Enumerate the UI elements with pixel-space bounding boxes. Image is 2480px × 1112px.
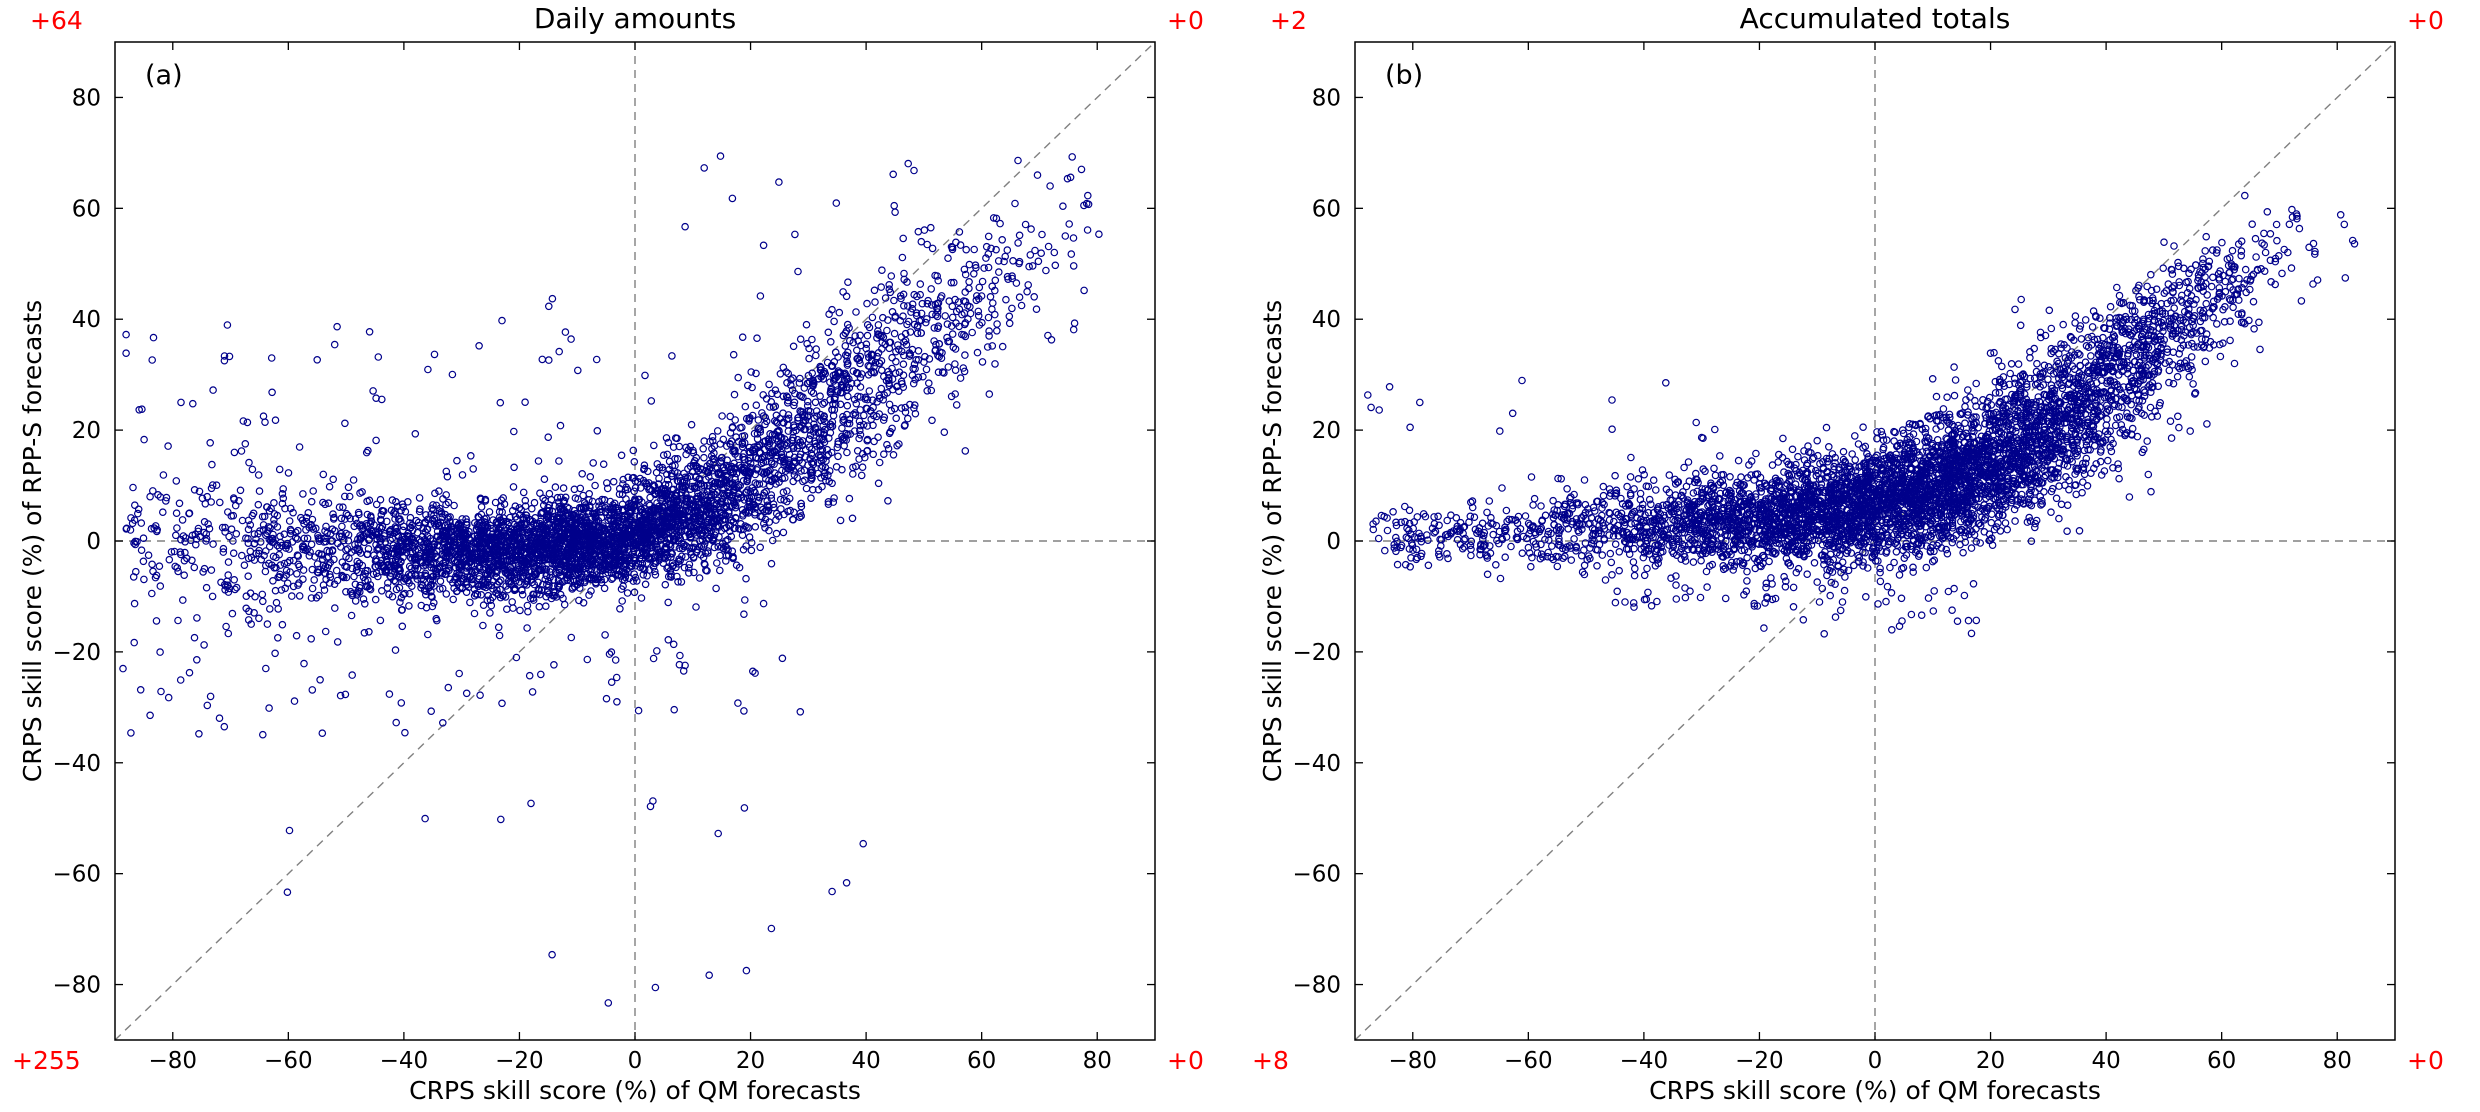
offscreen-count-bottom-left: +8: [1252, 1046, 1289, 1075]
tick-labels: −80 −60 −40 −20 0 20 40 60 80−80−60−40−200204060…: [1292, 85, 2351, 1074]
offscreen-count-top-right: +0: [2407, 6, 2444, 35]
axis-ticks: [1355, 42, 2395, 1040]
svg-text:20: 20: [72, 418, 101, 444]
offscreen-count-top-right: +0: [1167, 6, 1204, 35]
plot-area: −80 −60 −40 −20 0 20 40 60 80 −80 −60 −40 −20 0 20 40 60…: [52, 41, 1156, 1074]
svg-text:−80: −80: [149, 1048, 198, 1074]
svg-text:20: 20: [736, 1048, 765, 1074]
offscreen-count-top-left: +2: [1270, 6, 1307, 35]
scatter-points: [1364, 191, 2359, 638]
chart-title: Accumulated totals: [1739, 2, 2011, 35]
scatter-plot: −80 −60 −40 −20 0 20 40 60 80 −80 −60 −40 −20 0 20 40 60…: [52, 41, 1156, 1074]
svg-text:60: 60: [967, 1048, 996, 1074]
svg-text:−20: −20: [495, 1048, 544, 1074]
svg-text:60: 60: [72, 196, 101, 222]
svg-text:−60: −60: [52, 862, 101, 888]
tick-labels: −80 −60 −40 −20 0 20 40 60 80 −80 −60 −40 −20 0 20 40 60…: [52, 85, 1111, 1074]
scatter-plot: −80 −60 −40 −20 0 20 40 60 80−80−60−40−200204060…: [1292, 41, 2396, 1074]
offscreen-count-top-left: +64: [30, 6, 83, 35]
scatter-points: [119, 152, 1103, 1007]
svg-text:80: 80: [72, 85, 101, 111]
offscreen-count-bottom-left: +255: [12, 1046, 81, 1075]
chart-title: Daily amounts: [533, 2, 737, 35]
axis-ticks: [115, 42, 1155, 1040]
plot-area: −80 −60 −40 −20 0 20 40 60 80 −80 −60 −40 −20 0 20 40 60…: [1292, 41, 2396, 1074]
svg-text:−40: −40: [52, 751, 101, 777]
x-axis-label: CRPS skill score (%) of QM forecasts: [1649, 1076, 2101, 1105]
svg-text:80: 80: [1083, 1048, 1112, 1074]
svg-text:−20: −20: [52, 640, 101, 666]
axes-frame: [1354, 41, 2396, 1041]
x-axis-label: CRPS skill score (%) of QM forecasts: [409, 1076, 861, 1105]
panel-daily-amounts: +64 +0 +255 +0 Daily amounts −80 −60 −40 −2…: [12, 2, 1204, 1105]
svg-text:−80: −80: [52, 973, 101, 999]
offscreen-count-bottom-right: +0: [1167, 1046, 1204, 1075]
panel-accumulated-totals: +2 +0 +8 +0 Accumulated totals −80 −60 −40…: [1240, 0, 2480, 1112]
y-axis-label: CRPS skill score (%) of RPP-S forecasts: [18, 299, 47, 783]
y-axis-label: CRPS skill score (%) of RPP-S forecasts: [1258, 299, 1287, 783]
svg-text:−40: −40: [380, 1048, 429, 1074]
axes-frame: [114, 41, 1156, 1041]
offscreen-count-bottom-right: +0: [2407, 1046, 2444, 1075]
panel-letter: (b): [1385, 60, 1424, 91]
svg-text:40: 40: [72, 307, 101, 333]
svg-text:0: 0: [86, 529, 101, 555]
svg-text:40: 40: [851, 1048, 880, 1074]
svg-text:0: 0: [628, 1048, 643, 1074]
svg-text:−60: −60: [264, 1048, 313, 1074]
panel-letter: (a): [145, 60, 183, 91]
